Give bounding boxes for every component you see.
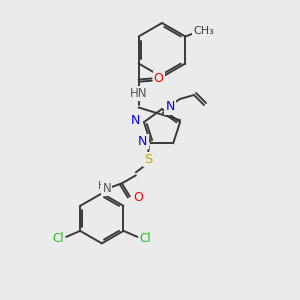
Text: N: N <box>138 135 148 148</box>
Text: Cl: Cl <box>52 232 64 245</box>
Text: HN: HN <box>130 87 147 100</box>
Text: N: N <box>165 100 175 113</box>
Text: H: H <box>98 182 106 191</box>
Text: CH₃: CH₃ <box>193 26 214 35</box>
Text: N: N <box>103 182 111 195</box>
Text: S: S <box>144 153 152 166</box>
Text: N: N <box>131 114 141 127</box>
Text: O: O <box>154 72 164 85</box>
Text: Cl: Cl <box>140 232 151 245</box>
Text: O: O <box>133 191 143 204</box>
